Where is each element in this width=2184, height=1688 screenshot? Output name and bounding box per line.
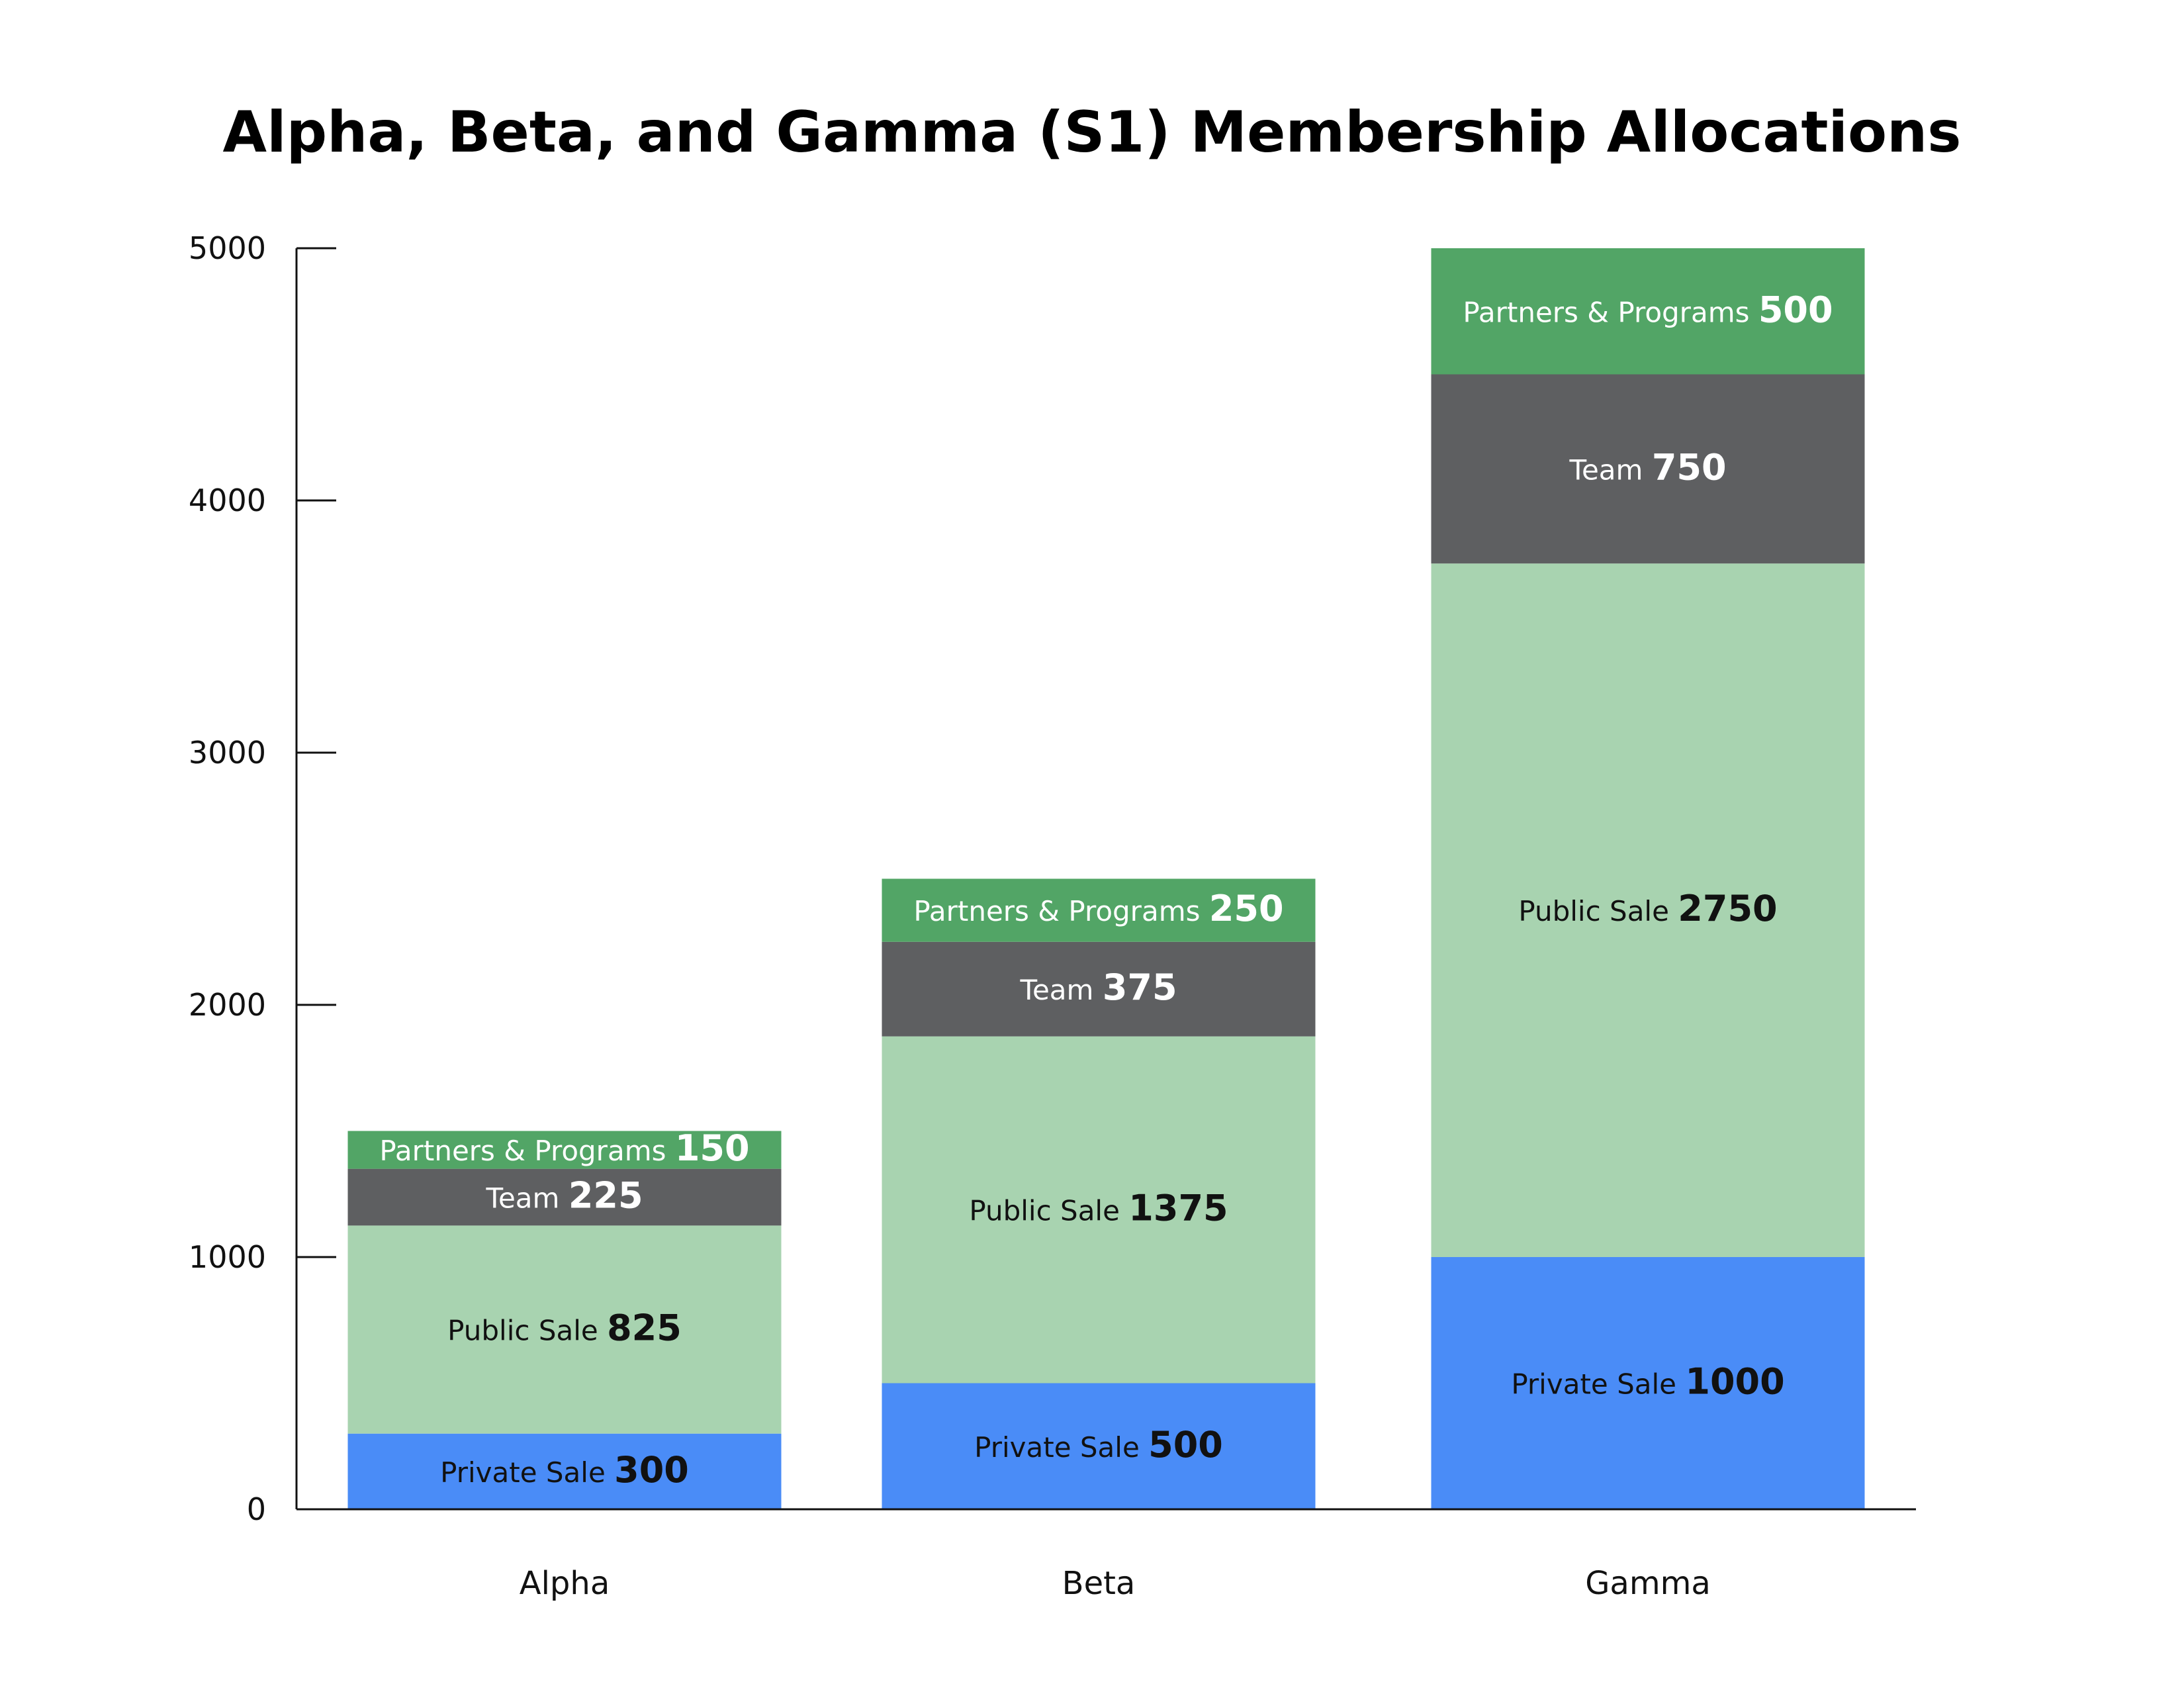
bar-segment-alpha-partners-and-programs [347, 1131, 782, 1169]
bar-segment-gamma-public-sale [1431, 563, 1865, 1257]
bar-segment-alpha-public-sale [347, 1225, 782, 1434]
data-label-alpha-private-sale: Private Sale 300 [440, 1449, 689, 1491]
bar-segment-beta-partners-and-programs [882, 878, 1316, 942]
data-label-beta-partners-and-programs: Partners & Programs 250 [913, 888, 1283, 929]
bar-segment-gamma-private-sale [1431, 1257, 1865, 1509]
data-label-beta-private-sale: Private Sale 500 [974, 1424, 1223, 1466]
data-label-alpha-public-sale: Public Sale 825 [447, 1307, 682, 1349]
bar-segment-alpha-team [347, 1168, 782, 1226]
data-label-beta-team: Team 375 [1019, 966, 1177, 1008]
data-label-alpha-partners-and-programs: Partners & Programs 150 [379, 1127, 749, 1169]
y-tick-label: 4000 [189, 483, 266, 518]
chart-title: Alpha, Beta, and Gamma (S1) Membership A… [222, 99, 1962, 165]
bar-segment-beta-public-sale [882, 1036, 1316, 1383]
y-tick-label: 5000 [189, 230, 266, 266]
bars-layer: Private Sale 300 Public Sale 825 Team 225 P… [347, 248, 1865, 1509]
data-label-gamma-team: Team 750 [1569, 446, 1726, 488]
x-tick-label-beta: Beta [1062, 1565, 1136, 1602]
y-tick-label: 2000 [189, 987, 266, 1023]
x-tick-label-alpha: Alpha [520, 1565, 610, 1602]
y-tick-label: 3000 [189, 735, 266, 771]
x-tick-label-gamma: Gamma [1585, 1565, 1711, 1602]
axes-layer: Alpha Beta Gamma 0 1000 2000 3000 4000 5000 [189, 230, 1916, 1602]
data-label-gamma-partners-and-programs: Partners & Programs 500 [1463, 289, 1833, 330]
y-tick-label: 0 [247, 1491, 266, 1527]
bar-segment-gamma-partners-and-programs [1431, 248, 1865, 375]
bar-segment-alpha-private-sale [347, 1433, 782, 1509]
data-label-alpha-team: Team 225 [485, 1175, 643, 1217]
bar-segment-gamma-team [1431, 374, 1865, 564]
data-label-gamma-private-sale: Private Sale 1000 [1511, 1361, 1784, 1403]
y-tick-label: 1000 [189, 1239, 266, 1275]
data-label-gamma-public-sale: Public Sale 2750 [1518, 888, 1777, 929]
bar-segment-beta-team [882, 941, 1316, 1037]
bar-segment-beta-private-sale [882, 1383, 1316, 1509]
data-label-beta-public-sale: Public Sale 1375 [969, 1188, 1228, 1229]
